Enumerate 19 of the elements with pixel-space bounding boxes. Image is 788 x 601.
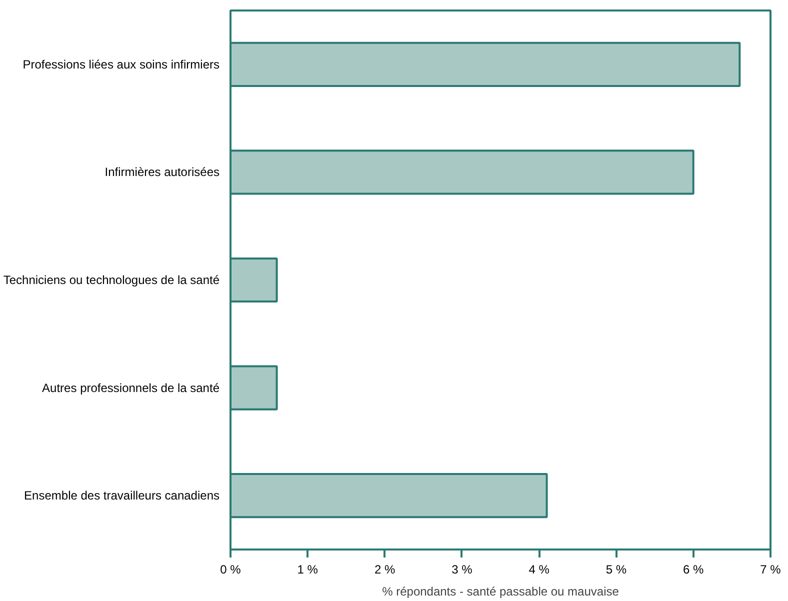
x-tick-label: 3 % <box>452 562 473 576</box>
x-tick-label: 0 % <box>220 562 242 576</box>
x-tick-label: 7 % <box>760 562 782 576</box>
y-tick-label: Ensemble des travailleurs canadiens <box>24 488 220 503</box>
y-tick-label: Techniciens ou technologues de la santé <box>3 273 220 287</box>
bar <box>230 42 741 87</box>
x-tick-label: 6 % <box>683 562 704 576</box>
bar <box>230 150 694 195</box>
x-tick-label: 5 % <box>606 562 627 576</box>
y-tick-label: Infirmières autorisées <box>104 165 220 180</box>
x-tick-label: 4 % <box>528 562 550 576</box>
bar <box>230 257 278 303</box>
y-tick-label: Autres professionnels de la santé <box>42 380 220 395</box>
bar <box>230 365 278 410</box>
y-tick-label: Professions liées aux soins infirmiers <box>22 57 220 72</box>
x-axis-title: % répondants - santé passable ou mauvaise <box>382 584 620 598</box>
bar <box>230 473 548 518</box>
x-tick-label: 2 % <box>374 562 396 576</box>
x-tick-label: 1 % <box>297 562 318 576</box>
